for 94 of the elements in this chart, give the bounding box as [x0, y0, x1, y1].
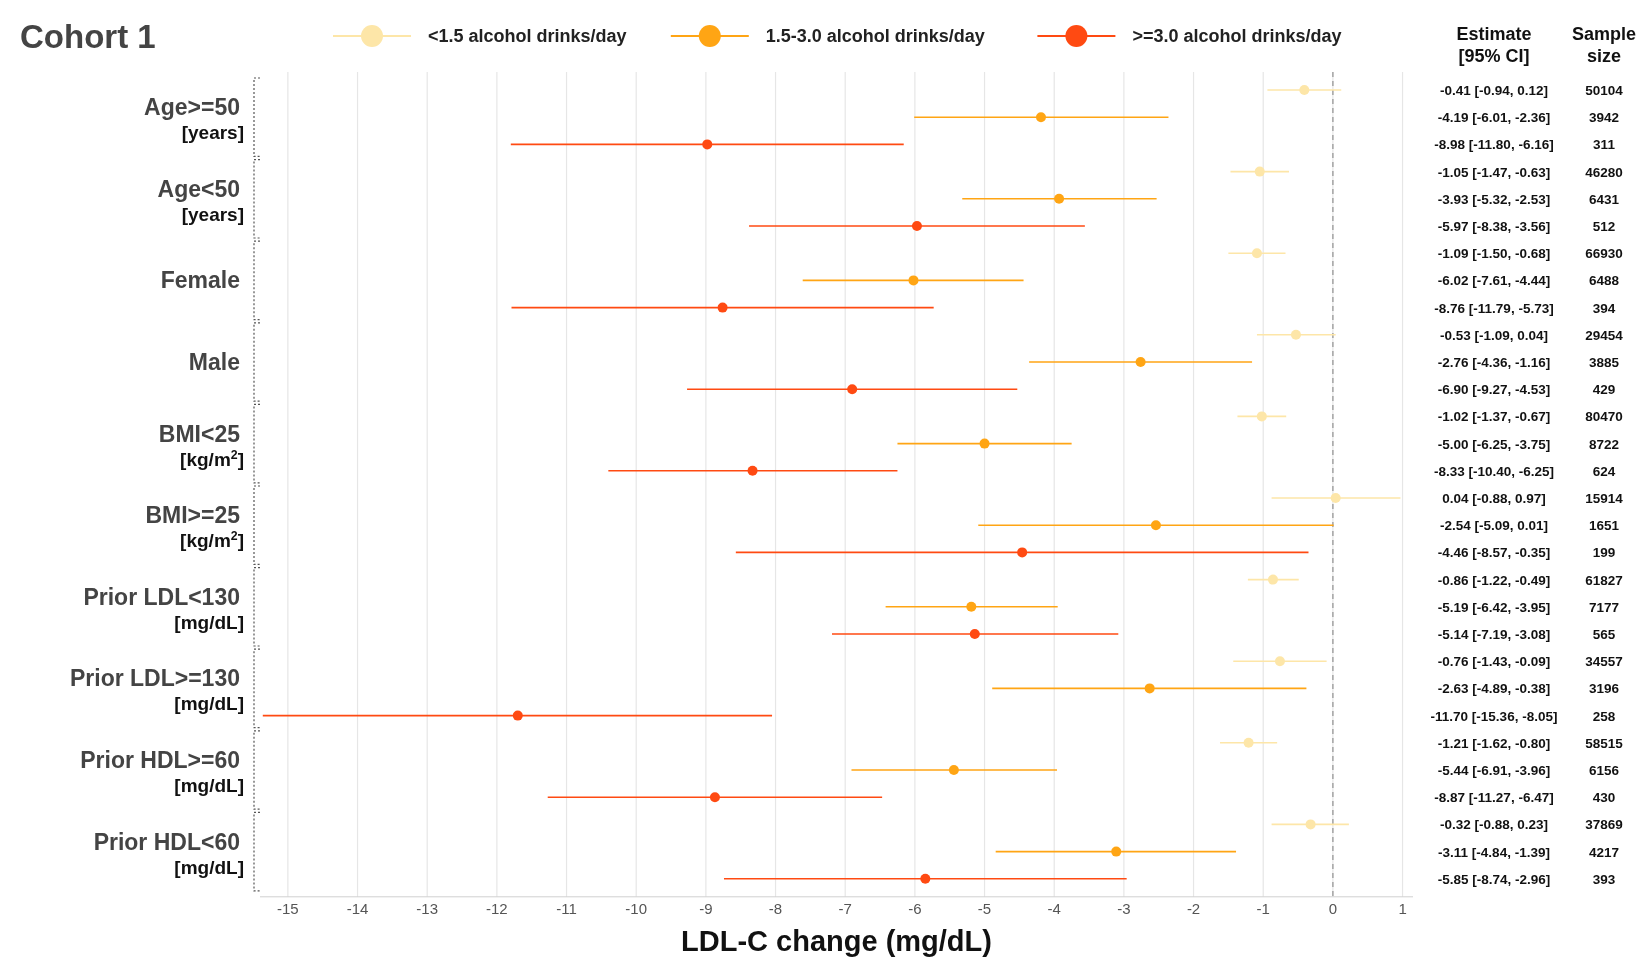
- legend-label: >=3.0 alcohol drinks/day: [1132, 26, 1342, 46]
- y-tick-label: Prior HDL<60 [mg/dL]: [93, 828, 244, 878]
- text: -1.21 [-1.62, -0.80]: [1437, 735, 1551, 751]
- x-tick-label: -12: [486, 900, 508, 917]
- text: -8.87 [-11.27, -6.47]: [1434, 790, 1554, 806]
- text: -8.98 [-11.80, -6.16]: [1434, 137, 1554, 153]
- x-tick-label: -2: [1186, 900, 1201, 917]
- text: -5.14 [-7.19, -3.08]: [1437, 627, 1551, 642]
- chart-title: Cohort 1: [20, 18, 156, 55]
- text: -1.05 [-1.47, -0.63]: [1437, 164, 1551, 180]
- text: 34557: [1585, 654, 1623, 670]
- text: 429: [1592, 382, 1616, 398]
- text: 0.04 [-0.88, 0.97]: [1442, 491, 1546, 506]
- x-tick-label: -10: [625, 900, 648, 917]
- x-tick-label: -6: [908, 900, 922, 917]
- text: 58515: [1585, 735, 1624, 751]
- text: 8722: [1588, 436, 1620, 452]
- y-tick-label: Prior LDL>=130 [mg/dL]: [69, 665, 244, 715]
- text: -5.97 [-8.38, -3.56]: [1437, 219, 1551, 234]
- x-tick-label: -15: [277, 900, 299, 917]
- x-tick-label: -7: [838, 900, 852, 917]
- text: 311: [1593, 137, 1616, 153]
- text: Estimate [95% CI]: [1456, 24, 1532, 66]
- text: 565: [1592, 627, 1616, 642]
- text: 394: [1592, 300, 1616, 316]
- x-axis-title: LDL-C change (mg/dL): [681, 925, 992, 957]
- text: -0.32 [-0.88, 0.23]: [1439, 817, 1549, 833]
- x-tick-label: -5: [977, 900, 992, 917]
- text: -4.46 [-8.57, -0.35]: [1437, 545, 1551, 561]
- y-tick-label: BMI>=25 [kg/m$^{2}$]: [145, 502, 244, 552]
- text: 3885: [1588, 355, 1620, 370]
- y-tick-label: Age<50 [years]: [157, 175, 244, 225]
- x-tick-label: -8: [768, 900, 783, 917]
- x-tick-label: -14: [346, 900, 369, 917]
- text: -5.85 [-8.74, -2.96]: [1437, 871, 1551, 887]
- x-tick-label: -3: [1117, 900, 1131, 917]
- text: -2.63 [-4.89, -0.38]: [1437, 681, 1551, 697]
- text: 37869: [1585, 817, 1623, 833]
- text: -1.09 [-1.50, -0.68]: [1437, 246, 1551, 262]
- text: 199: [1592, 545, 1616, 561]
- y-tick-label: BMI<25 [kg/m$^{2}$]: [158, 420, 244, 470]
- text: 393: [1592, 871, 1616, 887]
- y-tick-label: Prior LDL<130 [mg/dL]: [83, 583, 244, 633]
- text: -0.41 [-0.94, 0.12]: [1439, 83, 1549, 98]
- text: -8.33 [-10.40, -6.25]: [1433, 463, 1555, 479]
- text: -5.00 [-6.25, -3.75]: [1437, 436, 1551, 452]
- text: 6488: [1588, 273, 1620, 289]
- text: -5.44 [-6.91, -3.96]: [1437, 763, 1551, 778]
- x-tick-label: -13: [416, 900, 439, 917]
- text: 430: [1592, 790, 1616, 806]
- text: 29454: [1585, 327, 1624, 343]
- text: 50104: [1585, 83, 1624, 98]
- text: -3.11 [-4.84, -1.39]: [1438, 844, 1550, 860]
- legend-label: 1.5-3.0 alcohol drinks/day: [765, 26, 985, 46]
- text: 4217: [1588, 844, 1620, 860]
- text: -0.76 [-1.43, -0.09]: [1437, 654, 1551, 670]
- x-tick-label: -9: [699, 900, 713, 917]
- text: -5.19 [-6.42, -3.95]: [1437, 599, 1551, 615]
- text: 15914: [1585, 491, 1624, 506]
- y-tick-label: Male: [188, 349, 240, 375]
- text: -4.19 [-6.01, -2.36]: [1437, 110, 1551, 126]
- text: -6.02 [-7.61, -4.44]: [1437, 273, 1551, 289]
- text: 512: [1592, 219, 1616, 234]
- text: 46280: [1585, 164, 1623, 180]
- y-tick-label: Age>=50 [years]: [144, 94, 244, 144]
- text: 6156: [1588, 763, 1620, 778]
- text: 80470: [1585, 409, 1623, 425]
- text: -3.93 [-5.32, -2.53]: [1437, 191, 1551, 207]
- x-tick-label: -1: [1256, 900, 1270, 917]
- text: -2.76 [-4.36, -1.16]: [1437, 355, 1551, 370]
- text: 3196: [1588, 681, 1620, 697]
- x-tick-label: -11: [556, 900, 577, 917]
- text: -2.54 [-5.09, 0.01]: [1439, 518, 1549, 534]
- text: 1651: [1588, 518, 1620, 534]
- text: -0.86 [-1.22, -0.49]: [1437, 572, 1551, 588]
- x-tick-label: -4: [1047, 900, 1061, 917]
- text: 66930: [1585, 246, 1623, 262]
- y-tick-label: Prior HDL>=60 [mg/dL]: [80, 747, 244, 796]
- text: 6431: [1588, 191, 1620, 207]
- text: 3942: [1588, 110, 1620, 126]
- text: 624: [1592, 463, 1616, 479]
- text: -0.53 [-1.09, 0.04]: [1439, 327, 1549, 343]
- text: -1.02 [-1.37, -0.67]: [1437, 409, 1551, 425]
- text: 7177: [1588, 599, 1620, 615]
- text: -11.70 [-15.36, -8.05]: [1430, 708, 1558, 724]
- text: 61827: [1585, 572, 1623, 588]
- y-tick-label: Female: [160, 267, 240, 294]
- text: Sample size: [1571, 24, 1637, 66]
- x-tick-label: 0: [1328, 900, 1338, 917]
- text: -6.90 [-9.27, -4.53]: [1437, 382, 1551, 398]
- text: -8.76 [-11.79, -5.73]: [1434, 300, 1554, 316]
- x-tick-label: 1: [1398, 900, 1407, 917]
- text: 258: [1592, 708, 1616, 724]
- legend-label: <1.5 alcohol drinks/day: [428, 26, 627, 46]
